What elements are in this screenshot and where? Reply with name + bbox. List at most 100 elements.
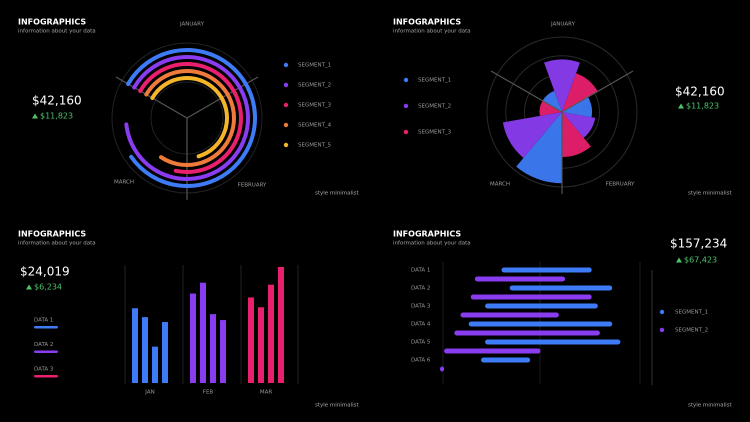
x-tick-label: JAN (144, 390, 154, 396)
footer: style minimalist (688, 191, 732, 197)
x-tick-label: FEB (203, 390, 214, 396)
subtitle: information about your data (18, 29, 96, 35)
subtitle: information about your data (393, 241, 471, 247)
range-bar (509, 285, 613, 291)
range-bar (454, 330, 600, 336)
legend-label: SEGMENT_1 (298, 63, 331, 69)
range-bar (440, 366, 445, 372)
kpi-change: $67,423 (684, 256, 717, 265)
legend-label: SEGMENT_1 (675, 310, 708, 316)
footer: style minimalist (315, 191, 359, 197)
bar (200, 282, 206, 383)
bar (162, 322, 168, 383)
wedge (516, 112, 562, 184)
up-arrow (678, 103, 684, 109)
legend-label: DATA 3 (34, 367, 54, 373)
angle-label: MARCH (490, 182, 510, 188)
legend-dot (659, 327, 665, 333)
legend-dot (283, 102, 289, 108)
wedge (562, 73, 598, 112)
legend-label: SEGMENT_5 (298, 143, 332, 149)
range-bar (501, 267, 592, 273)
kpi-value: $42,160 (32, 94, 82, 108)
up-arrow (26, 284, 32, 290)
legend-label: SEGMENT_4 (298, 123, 332, 129)
radial-bar (150, 76, 229, 159)
range-bar (481, 357, 531, 363)
legend-label: SEGMENT_2 (418, 104, 451, 110)
bar (142, 317, 148, 383)
y-tick-label: DATA 4 (411, 322, 431, 328)
angle-label: FEBRUARY (606, 182, 635, 188)
legend-line (34, 326, 58, 329)
bar (190, 293, 196, 383)
title: INFOGRAPHICS (18, 18, 86, 27)
bar (220, 320, 226, 383)
y-tick-label: DATA 6 (411, 358, 431, 364)
angle-label: MARCH (114, 180, 134, 186)
y-tick-label: DATA 3 (411, 304, 431, 310)
wedge (562, 97, 592, 118)
x-tick-label: MAR (260, 390, 273, 396)
legend-dot (283, 142, 289, 148)
footer: style minimalist (315, 403, 359, 409)
wedge (539, 100, 562, 116)
radial-bar (126, 48, 257, 188)
bar (248, 297, 254, 383)
up-arrow (676, 257, 682, 263)
range-bar (470, 294, 592, 300)
legend-label: SEGMENT_2 (298, 83, 331, 89)
radial-bar (124, 55, 250, 181)
legend-label: SEGMENT_3 (298, 103, 332, 109)
legend-dot (283, 62, 289, 68)
range-bar (474, 276, 566, 282)
legend-label: SEGMENT_3 (418, 130, 452, 136)
footer: style minimalist (688, 403, 732, 409)
range-bar (468, 321, 613, 327)
legend-label: SEGMENT_1 (418, 78, 451, 84)
title: INFOGRAPHICS (18, 230, 86, 239)
wedge (562, 112, 591, 157)
angle-label: FEBRUARY (238, 183, 267, 189)
bar (132, 308, 138, 383)
legend-label: SEGMENT_2 (675, 328, 708, 334)
radial-bar (138, 62, 243, 174)
bar (210, 314, 216, 383)
bar (258, 307, 264, 383)
legend-label: DATA 1 (34, 318, 53, 324)
legend-dot (403, 129, 409, 135)
kpi-value: $42,160 (675, 85, 725, 99)
y-tick-label: DATA 1 (411, 268, 430, 274)
range-bar (460, 312, 559, 318)
subtitle: information about your data (393, 29, 471, 35)
axis-line (490, 70, 563, 113)
title: INFOGRAPHICS (393, 230, 461, 239)
legend-dot (283, 82, 289, 88)
kpi-change: $6,234 (34, 283, 62, 292)
angle-label: JANUARY (179, 22, 205, 28)
range-bar (485, 339, 621, 345)
kpi-value: $157,234 (670, 237, 727, 251)
bar (278, 266, 284, 383)
radial-bar (144, 69, 236, 167)
bar (268, 284, 274, 383)
kpi-value: $24,019 (20, 265, 70, 279)
range-bar (444, 348, 541, 354)
y-tick-label: DATA 2 (411, 286, 430, 292)
axis-line (561, 70, 634, 113)
kpi-change: $11,823 (686, 102, 719, 111)
legend-dot (403, 103, 409, 109)
wedge (502, 112, 562, 158)
wedge (542, 90, 562, 112)
wedge (544, 59, 580, 112)
title: INFOGRAPHICS (393, 18, 461, 27)
legend-dot (659, 309, 665, 315)
legend-line (34, 350, 58, 353)
angle-label: JANUARY (550, 22, 576, 28)
up-arrow (32, 113, 38, 119)
kpi-change: $11,823 (40, 112, 73, 121)
legend-line (34, 375, 58, 378)
legend-label: DATA 2 (34, 342, 53, 348)
